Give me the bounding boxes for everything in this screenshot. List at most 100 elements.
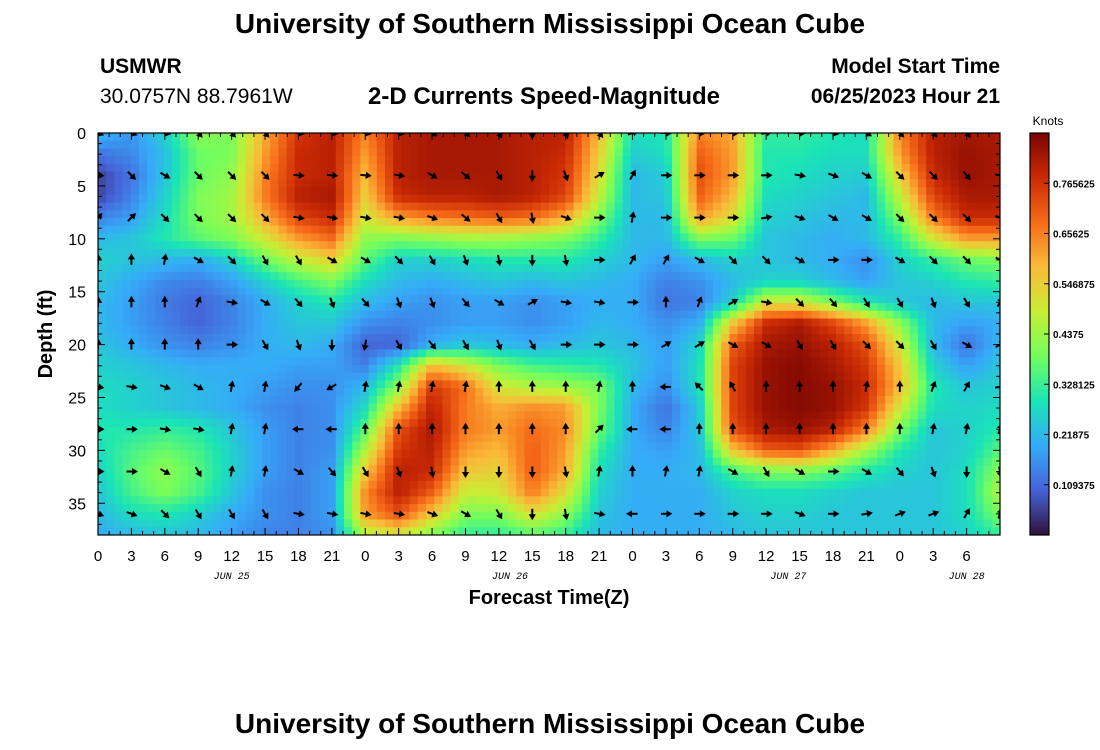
heatmap-cell [581,442,591,451]
heatmap-cell [737,303,747,312]
heatmap-cell [262,156,271,165]
heatmap-cell [294,411,304,420]
heatmap-cell [762,295,771,304]
heatmap-cell [950,449,960,459]
heatmap-cell [713,473,722,482]
heatmap-cell [557,380,566,389]
heatmap-cell [278,187,288,196]
heatmap-cell [286,295,296,304]
heatmap-cell [171,233,181,242]
heatmap-cell [491,171,501,180]
heatmap-cell [499,388,509,397]
heatmap-cell [196,372,206,381]
heatmap-cell [98,434,107,443]
heatmap-cell [360,187,370,196]
heatmap-cell [778,403,788,412]
heatmap-cell [885,411,894,420]
heatmap-cell [491,388,501,397]
heatmap-cell [581,349,591,358]
heatmap-cell [860,248,870,258]
heatmap-cell [639,248,648,258]
heatmap-cell [950,465,960,474]
heatmap-cell [991,140,1000,150]
heatmap-cell [532,241,542,250]
heatmap-cell [491,372,501,381]
heatmap-cell [631,233,640,242]
heatmap-cell [114,457,124,467]
heatmap-cell [909,233,919,242]
heatmap-cell [663,279,673,289]
heatmap-cell [229,187,238,196]
heatmap-cell [253,194,263,204]
heatmap-cell [450,388,460,397]
heatmap-cell [983,419,993,428]
heatmap-cell [327,179,337,188]
heatmap-cell [180,372,189,381]
heatmap-cell [122,380,132,389]
heatmap-cell [508,395,517,405]
heatmap-cell [868,334,878,343]
heatmap-cell [950,303,960,312]
heatmap-cell [196,133,206,142]
heatmap-cell [114,179,124,188]
heatmap-cell [655,310,665,320]
heatmap-cell [401,364,411,374]
heatmap-cell [130,442,140,451]
heatmap-cell [303,248,312,258]
heatmap-cell [467,256,476,266]
heatmap-cell [188,442,197,451]
heatmap-cell [188,202,197,211]
heatmap-cell [622,426,632,436]
heatmap-cell [901,179,911,188]
heatmap-cell [967,357,976,366]
heatmap-cell [130,171,140,180]
heatmap-cell [959,411,968,420]
heatmap-cell [188,156,197,165]
heatmap-cell [713,187,722,196]
heatmap-cell [303,357,312,366]
heatmap-cell [188,318,197,327]
heatmap-cell [762,156,771,165]
heatmap-cell [450,156,460,165]
heatmap-cell [237,140,247,150]
heatmap-cell [967,310,976,320]
heatmap-cell [294,349,304,358]
heatmap-cell [565,364,575,374]
heatmap-cell [754,194,763,204]
heatmap-cell [270,326,279,335]
heatmap-cell [270,457,279,467]
heatmap-cell [114,364,124,374]
heatmap-cell [647,140,657,150]
heatmap-cell [508,241,517,250]
heatmap-cell [180,449,189,459]
heatmap-cell [98,318,107,327]
heatmap-cell [811,295,821,304]
heatmap-cell [311,349,320,358]
heatmap-cell [950,434,960,443]
heatmap-cell [130,372,140,381]
heatmap-cell [868,272,878,281]
heatmap-cell [778,449,788,459]
heatmap-cell [188,148,197,157]
heatmap-cell [860,341,870,351]
heatmap-cell [918,411,927,420]
heatmap-cell [909,442,919,451]
heatmap-cell [196,341,206,351]
heatmap-cell [672,442,681,451]
heatmap-cell [286,465,296,474]
heatmap-cell [311,411,320,420]
heatmap-cell [901,403,911,412]
heatmap-cell [786,210,796,219]
heatmap-cell [868,403,878,412]
heatmap-cell [327,434,337,443]
heatmap-cell [688,318,698,327]
heatmap-cell [212,318,222,327]
heatmap-cell [991,349,1000,358]
heatmap-cell [376,233,386,242]
heatmap-cell [499,187,509,196]
heatmap-cell [180,310,189,320]
heatmap-cell [98,388,107,397]
heatmap-cell [409,372,419,381]
heatmap-cell [458,233,468,242]
heatmap-cell [983,442,993,451]
